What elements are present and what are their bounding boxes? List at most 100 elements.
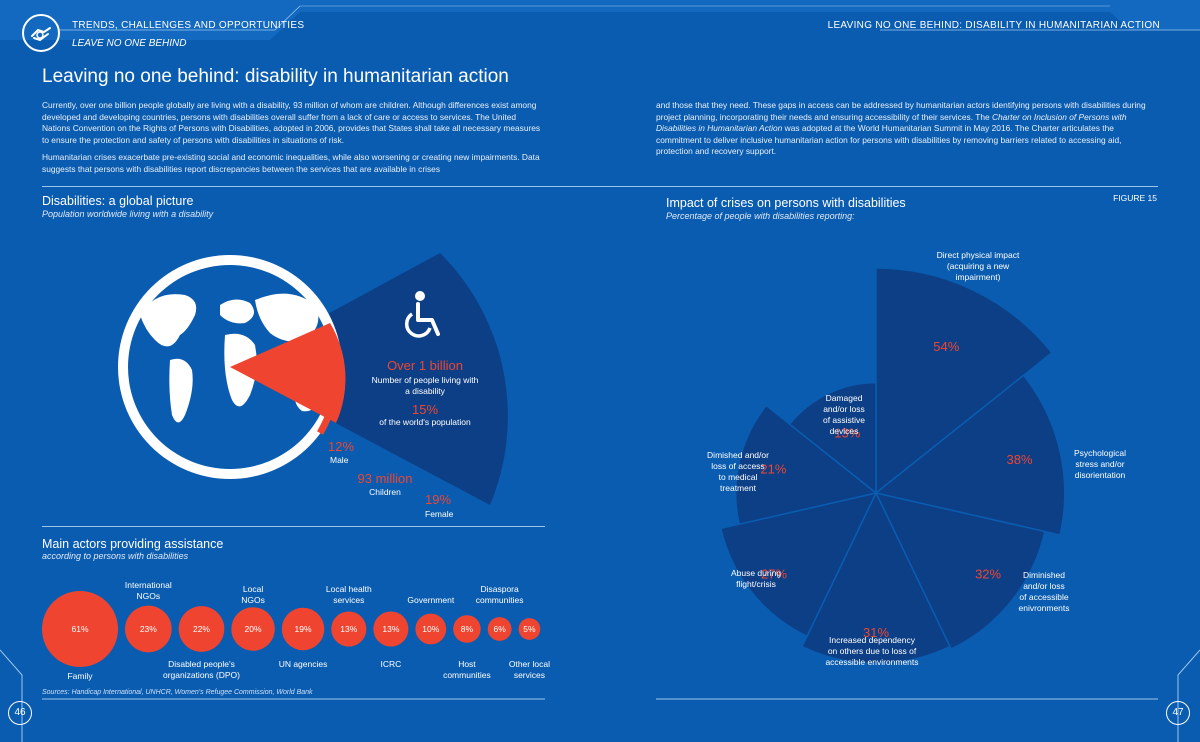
impact-sector <box>801 491 951 665</box>
text-span: was adopted at the World Humanitarian Su… <box>656 123 1122 156</box>
impact-sector <box>719 491 878 638</box>
paragraph: and those that they need. These gaps in … <box>656 100 1156 158</box>
actor-bubble <box>453 615 481 643</box>
impact-label: enivronments <box>1018 603 1069 613</box>
impact-subtitle: Percentage of people with disabilities r… <box>666 211 855 221</box>
impact-label: of assistive <box>823 415 865 425</box>
impact-label: stress and/or <box>1075 459 1124 469</box>
impact-label: Psychological <box>1074 448 1126 458</box>
actor-value: 5% <box>523 624 536 634</box>
children-label: Children <box>369 487 401 497</box>
actor-value: 6% <box>493 624 506 634</box>
page-number-right: 47 <box>1166 701 1190 725</box>
impact-label: Increased dependency <box>829 635 916 645</box>
sources-note: Sources: Handicap International, UNHCR, … <box>42 689 313 696</box>
actor-label: Family <box>67 671 93 681</box>
section-divider <box>42 186 1158 187</box>
main-actors-subtitle: according to persons with disabilities <box>42 551 189 561</box>
impact-title: Impact of crises on persons with disabil… <box>666 196 906 210</box>
actor-value: 61% <box>71 624 88 634</box>
actor-bubble <box>42 591 118 667</box>
actor-value: 22% <box>193 624 210 634</box>
actor-value: 13% <box>340 624 357 634</box>
actor-bubble <box>281 607 325 651</box>
impact-label: Direct physical impact <box>937 250 1020 260</box>
male-label: Male <box>330 455 349 465</box>
handshake-icon <box>31 27 51 42</box>
impact-sector <box>788 381 877 495</box>
male-arc <box>316 403 336 435</box>
impact-label: disorientation <box>1075 470 1126 480</box>
impact-label: Diminished <box>1023 570 1065 580</box>
actor-label: NGOs <box>137 591 161 601</box>
figure-label: FIGURE 15 <box>1113 193 1157 203</box>
charter-title: Charter on Inclusion of Persons with Dis… <box>656 111 1127 134</box>
main-actors-chart: 61%Family23%InternationalNGOs22%Disabled… <box>42 580 550 681</box>
impact-sector <box>874 374 1066 536</box>
female-value: 19% <box>425 492 452 507</box>
impact-sector <box>874 491 1046 651</box>
actor-label: UN agencies <box>279 659 328 669</box>
wheelchair-icon <box>404 291 440 338</box>
impact-label: Damaged <box>826 393 863 403</box>
actor-label: services <box>514 670 545 680</box>
body-column-2: and those that they need. These gaps in … <box>656 100 1156 164</box>
impact-sector <box>875 267 1053 495</box>
impact-chart: 54% Direct physical impact(acquiring a ne… <box>707 250 1126 667</box>
header-left-section: TRENDS, CHALLENGES AND OPPORTUNITIES <box>72 20 305 31</box>
impact-label: and/or loss <box>823 404 865 414</box>
actor-bubble <box>331 611 367 647</box>
actor-label: Disabled people's <box>168 659 235 669</box>
page-number-left: 46 <box>8 701 32 725</box>
impact-label: (acquiring a new <box>947 261 1010 271</box>
global-picture-title: Disabilities: a global picture <box>42 194 194 208</box>
impact-sector <box>734 404 878 526</box>
global-picture-subtitle: Population worldwide living with a disab… <box>42 209 214 219</box>
header-right-section: LEAVING NO ONE BEHIND: DISABILITY IN HUM… <box>827 20 1160 31</box>
actor-value: 8% <box>461 624 474 634</box>
actor-label: Government <box>407 595 454 605</box>
actor-label: International <box>125 580 172 590</box>
actor-bubble <box>125 605 172 653</box>
footer-frame <box>0 649 1200 742</box>
children-value: 93 million <box>357 471 413 486</box>
impact-value: 27% <box>761 566 787 581</box>
logo <box>22 14 60 52</box>
actor-value: 20% <box>245 624 262 634</box>
impact-label: Dimished and/or <box>707 450 769 460</box>
actor-value: 23% <box>140 624 157 634</box>
page-title: Leaving no one behind: disability in hum… <box>42 66 509 87</box>
actor-label: communities <box>443 670 491 680</box>
body-column-1: Currently, over one billion people globa… <box>42 100 544 181</box>
share-slice <box>230 323 346 423</box>
impact-value: 31% <box>863 625 889 640</box>
text-span: and those that they need. These gaps in … <box>656 100 1146 122</box>
actor-value: 13% <box>382 624 399 634</box>
actor-value: 10% <box>422 624 439 634</box>
paragraph: Humanitarian crises exacerbate pre-exist… <box>42 152 540 174</box>
actor-bubble <box>373 611 409 647</box>
actor-label: organizations (DPO) <box>163 670 240 680</box>
impact-label: Abuse during <box>731 568 781 578</box>
actor-label: NGOs <box>241 595 265 605</box>
impact-value: 38% <box>1007 452 1033 467</box>
actor-label: Disaspora <box>480 584 519 594</box>
main-actors-title: Main actors providing assistance <box>42 537 224 551</box>
global-picture-graphic <box>118 253 508 505</box>
impact-label: accessible environments <box>825 657 918 667</box>
actor-label: services <box>333 595 364 605</box>
header-left-subsection: LEAVE NO ONE BEHIND <box>72 38 187 49</box>
share-value: 15% <box>411 402 439 417</box>
left-divider <box>42 526 545 527</box>
impact-value: 54% <box>933 339 959 354</box>
impact-label: to medical <box>719 472 758 482</box>
actor-label: communities <box>476 595 524 605</box>
share-label: of the world's population <box>379 417 471 427</box>
headline-value: Over 1 billion <box>387 358 463 373</box>
female-label: Female <box>425 509 454 519</box>
actor-label: Host <box>458 659 476 669</box>
impact-label: flight/crisis <box>736 579 776 589</box>
impact-value: 21% <box>760 462 786 477</box>
impact-label: devices <box>830 426 859 436</box>
actor-label: Other local <box>509 659 550 669</box>
